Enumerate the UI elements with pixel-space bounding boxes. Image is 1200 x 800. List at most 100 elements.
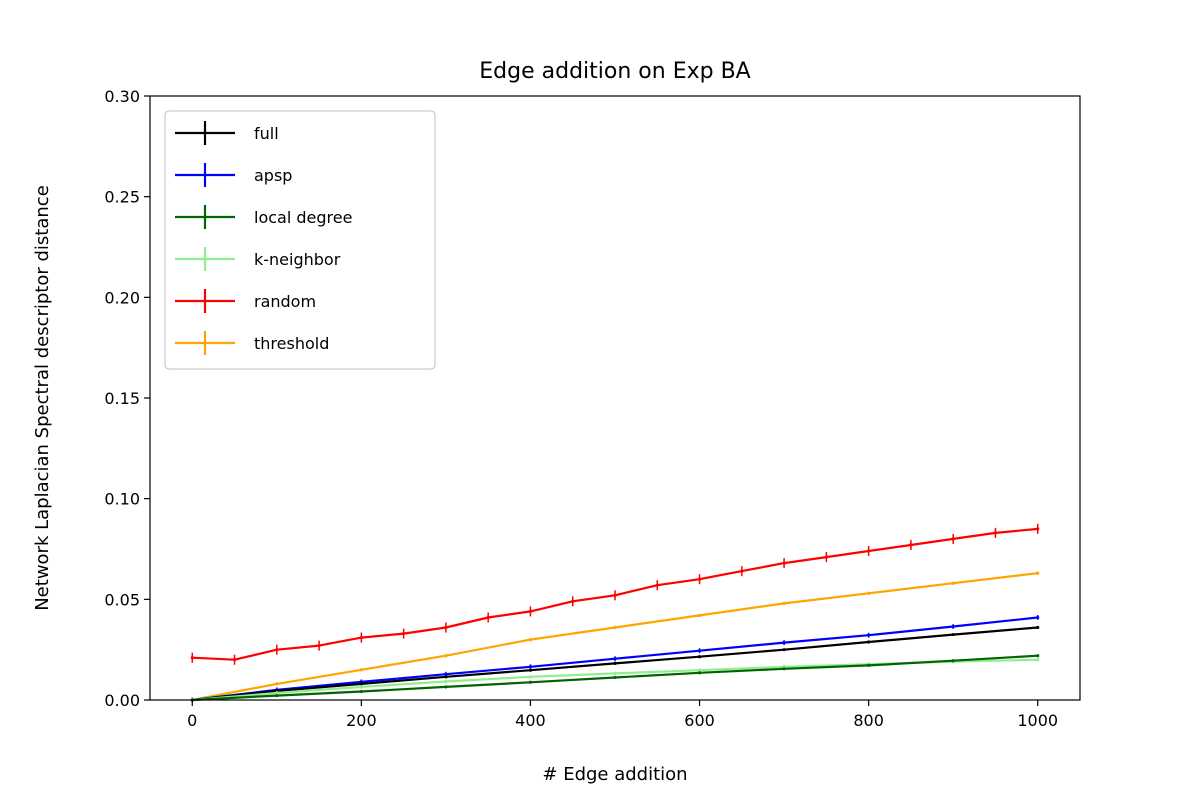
y-tick-label: 0.25 bbox=[104, 188, 140, 207]
data-point bbox=[697, 655, 702, 659]
data-point bbox=[444, 625, 448, 630]
data-point bbox=[613, 625, 617, 630]
y-tick-label: 0.05 bbox=[104, 590, 140, 609]
data-point bbox=[655, 583, 659, 587]
data-point bbox=[1036, 571, 1040, 575]
x-tick-label: 400 bbox=[515, 711, 546, 730]
data-point bbox=[782, 648, 786, 652]
data-point bbox=[317, 644, 321, 648]
data-point bbox=[444, 672, 448, 676]
x-axis: 0 200 400 600 800 1000 bbox=[187, 700, 1058, 730]
legend-label: k-neighbor bbox=[254, 250, 341, 269]
data-point bbox=[782, 667, 786, 671]
data-point bbox=[444, 654, 448, 658]
series-layer bbox=[190, 523, 1040, 703]
data-point bbox=[697, 613, 702, 618]
data-point bbox=[613, 675, 617, 680]
legend-item-local-degree: local degree bbox=[175, 205, 352, 229]
data-point bbox=[740, 569, 744, 573]
legend-item-full: full bbox=[175, 121, 279, 145]
data-point bbox=[909, 543, 913, 547]
legend-label: threshold bbox=[254, 334, 329, 353]
y-axis: 0.00 0.05 0.10 0.15 0.20 0.25 0.30 bbox=[104, 87, 150, 710]
y-tick-label: 0.00 bbox=[104, 691, 140, 710]
data-point bbox=[867, 591, 871, 595]
data-point bbox=[275, 682, 279, 686]
data-point bbox=[232, 658, 237, 662]
data-point bbox=[951, 624, 955, 629]
data-point bbox=[190, 656, 194, 660]
legend-label: local degree bbox=[254, 208, 352, 227]
legend-item-apsp: apsp bbox=[175, 163, 292, 187]
y-tick-label: 0.15 bbox=[104, 389, 140, 408]
data-point bbox=[613, 661, 617, 665]
x-tick-label: 200 bbox=[346, 711, 377, 730]
data-point bbox=[1036, 625, 1040, 630]
data-point bbox=[359, 635, 363, 640]
data-point bbox=[951, 581, 955, 585]
legend-item-threshold: threshold bbox=[175, 331, 329, 355]
y-tick-label: 0.30 bbox=[104, 87, 140, 106]
data-point bbox=[444, 675, 448, 679]
data-point bbox=[1036, 654, 1040, 658]
legend-item-k-neighbor: k-neighbor bbox=[175, 247, 341, 271]
legend-label: apsp bbox=[254, 166, 292, 185]
x-tick-label: 0 bbox=[187, 711, 197, 730]
data-point bbox=[951, 632, 955, 637]
data-point bbox=[782, 601, 786, 605]
data-point bbox=[613, 657, 617, 661]
y-axis-label: Network Laplacian Spectral descriptor di… bbox=[32, 185, 53, 611]
data-point bbox=[528, 609, 533, 614]
y-tick-label: 0.20 bbox=[104, 288, 140, 307]
data-point bbox=[359, 689, 363, 694]
data-point bbox=[867, 633, 871, 637]
data-point bbox=[867, 640, 871, 644]
data-point bbox=[359, 668, 363, 672]
data-point bbox=[782, 561, 786, 565]
data-point bbox=[867, 663, 871, 667]
legend-label: full bbox=[254, 124, 279, 143]
data-point bbox=[697, 649, 702, 653]
legend: full apsp local degree k-neighbor random thre… bbox=[164, 110, 436, 370]
data-point bbox=[275, 693, 279, 698]
legend-label: random bbox=[254, 292, 316, 311]
series-threshold bbox=[190, 571, 1040, 702]
data-point bbox=[1036, 615, 1040, 620]
x-tick-label: 600 bbox=[684, 711, 715, 730]
data-point bbox=[697, 671, 702, 675]
x-axis-label: # Edge addition bbox=[542, 764, 687, 785]
data-point bbox=[951, 537, 955, 541]
chart-title: Edge addition on Exp BA bbox=[479, 59, 750, 84]
data-point bbox=[275, 691, 279, 695]
data-point bbox=[867, 549, 871, 553]
data-point bbox=[571, 599, 575, 603]
data-point bbox=[782, 641, 786, 645]
x-tick-label: 1000 bbox=[1017, 711, 1058, 730]
data-point bbox=[528, 675, 533, 679]
data-point bbox=[697, 668, 702, 672]
x-tick-label: 800 bbox=[853, 711, 884, 730]
legend-frame bbox=[164, 110, 436, 370]
data-point bbox=[444, 685, 448, 689]
y-tick-label: 0.10 bbox=[104, 490, 140, 509]
data-point bbox=[528, 668, 533, 672]
data-point bbox=[528, 665, 533, 669]
data-point bbox=[528, 680, 533, 684]
data-point bbox=[993, 531, 998, 535]
data-point bbox=[1036, 527, 1040, 531]
series-random bbox=[190, 523, 1040, 665]
data-point bbox=[951, 659, 955, 663]
data-point bbox=[824, 555, 828, 559]
data-point bbox=[1036, 658, 1040, 662]
legend-item-random: random bbox=[175, 289, 316, 313]
data-point bbox=[444, 679, 448, 684]
data-point bbox=[613, 671, 617, 676]
data-point bbox=[402, 631, 406, 636]
series-local-degree bbox=[190, 654, 1040, 702]
data-point bbox=[359, 685, 363, 689]
data-point bbox=[528, 638, 533, 642]
data-point bbox=[486, 615, 490, 620]
data-point bbox=[613, 593, 617, 597]
data-point bbox=[697, 577, 702, 581]
